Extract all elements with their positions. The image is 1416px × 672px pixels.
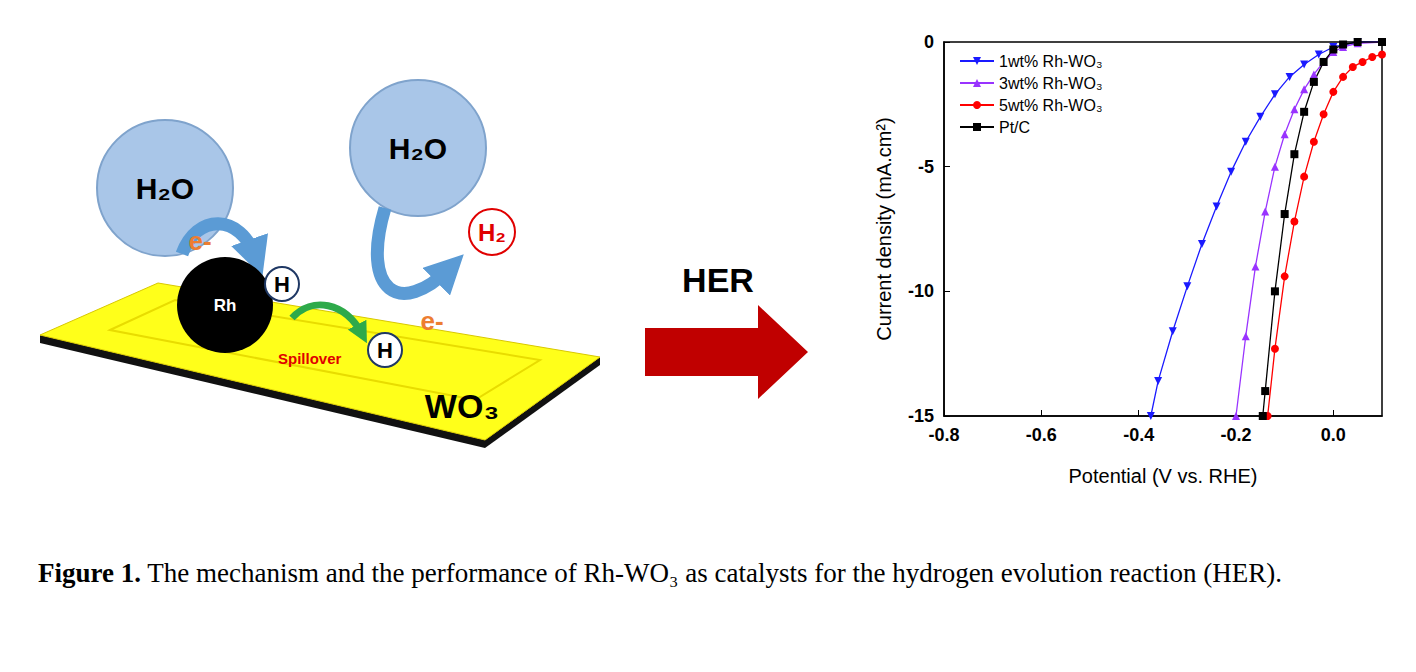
html-text:Figure 1. The mechanism and th: Figure 1. The mechanism and the performa… [38, 558, 1282, 588]
svg-text:-0.6: -0.6 [1026, 425, 1057, 445]
svg-text:Pt/C: Pt/C [999, 119, 1030, 136]
svg-text:0: 0 [924, 32, 934, 52]
svg-text:-5: -5 [918, 157, 934, 177]
svg-text:-10: -10 [908, 281, 934, 301]
svg-text:Spillover: Spillover [278, 350, 342, 367]
svg-text:H₂O: H₂O [136, 172, 194, 205]
svg-text:H₂: H₂ [478, 219, 506, 246]
svg-text:e-: e- [420, 306, 443, 336]
svg-text:3wt% Rh-WO₃: 3wt% Rh-WO₃ [999, 75, 1102, 92]
svg-text:H₂O: H₂O [389, 132, 447, 165]
svg-text:WO₃: WO₃ [425, 387, 499, 425]
svg-text:1wt% Rh-WO₃: 1wt% Rh-WO₃ [999, 53, 1102, 70]
svg-text:Rh: Rh [214, 296, 237, 315]
svg-text:5wt% Rh-WO₃: 5wt% Rh-WO₃ [999, 97, 1102, 114]
svg-text:H: H [377, 338, 393, 363]
svg-text:Potential (V vs. RHE): Potential (V vs. RHE) [1069, 465, 1258, 487]
svg-text:Current density (mA.cm²): Current density (mA.cm²) [873, 117, 895, 340]
svg-text:-0.8: -0.8 [928, 425, 959, 445]
svg-text:0.0: 0.0 [1321, 425, 1346, 445]
svg-text:-0.2: -0.2 [1220, 425, 1251, 445]
svg-text:-0.4: -0.4 [1123, 425, 1154, 445]
svg-text:-15: -15 [908, 406, 934, 426]
svg-text:e-: e- [188, 226, 211, 256]
svg-text:H: H [274, 272, 290, 297]
svg-text:HER: HER [682, 261, 754, 299]
